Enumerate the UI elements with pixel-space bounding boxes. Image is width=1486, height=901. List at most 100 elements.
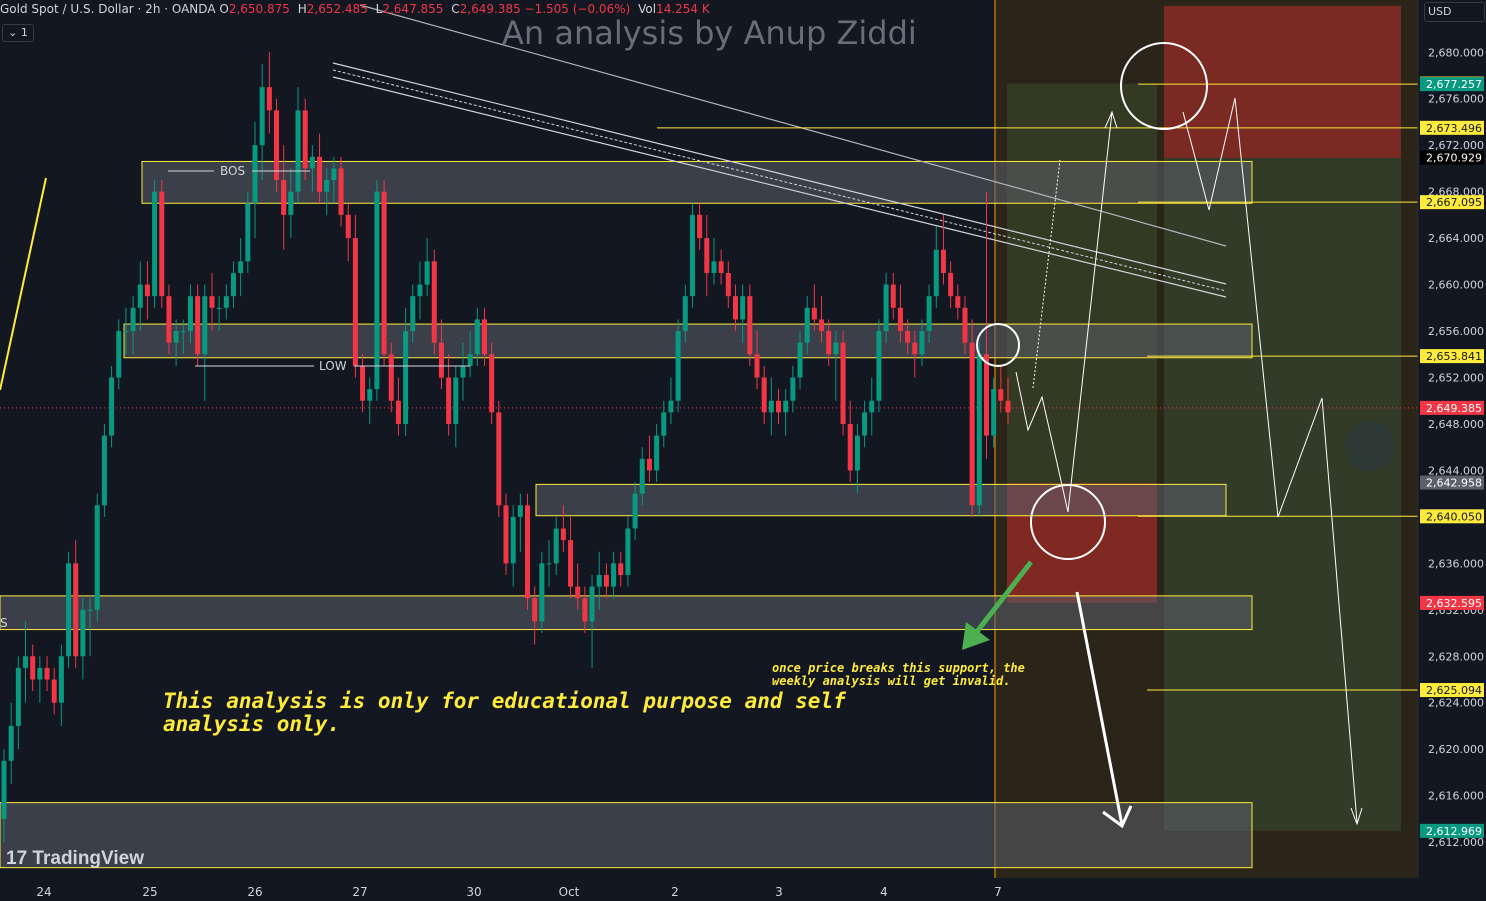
candle-body	[926, 296, 932, 332]
tv-logo-icon: 17	[6, 848, 33, 869]
candle-body	[388, 354, 394, 401]
symbol-header: Gold Spot / U.S. Dollar · 2h · OANDA O2,…	[0, 2, 714, 18]
price-tag-label: 2,670.929	[1426, 152, 1482, 165]
candle-body	[180, 331, 186, 333]
candle-body	[826, 331, 832, 355]
candle-body	[797, 342, 803, 378]
price-tag-bg	[1420, 349, 1484, 364]
price-tick-label: 2,612.000	[1428, 836, 1484, 849]
candle-body	[532, 598, 538, 622]
candle-body	[582, 598, 588, 622]
candle-body	[804, 307, 810, 343]
price-tick-label: 2,644.000	[1428, 464, 1484, 477]
candle-body	[94, 505, 100, 610]
candle-body	[768, 400, 774, 413]
watermark-text: An analysis by Anup Ziddi	[502, 14, 917, 52]
candle-body	[682, 296, 688, 332]
candle-body	[467, 354, 473, 366]
price-tag-label: 2,667.095	[1426, 196, 1482, 209]
candle-body	[725, 272, 731, 297]
candle-body	[955, 296, 961, 308]
symbol-title[interactable]: Gold Spot / U.S. Dollar · 2h · OANDA	[0, 2, 216, 16]
candle-body	[195, 296, 201, 355]
candle-body	[324, 180, 330, 192]
candle-body	[281, 180, 287, 215]
low-label: LOW	[319, 359, 347, 373]
candle-body	[223, 296, 229, 308]
candle-body	[603, 574, 609, 587]
price-tag-label: 2,673.496	[1426, 122, 1482, 135]
candle-body	[266, 87, 272, 111]
candle-body	[245, 203, 251, 262]
price-tick-label: 2,680.000	[1428, 46, 1484, 59]
candle-body	[854, 435, 860, 471]
candle-body	[740, 296, 746, 320]
candle-body	[919, 331, 925, 355]
candle-body	[862, 412, 868, 436]
collapse-indicators-button[interactable]: ⌄ 1	[2, 24, 34, 42]
price-tick-label: 2,648.000	[1428, 418, 1484, 431]
time-tick-label: 30	[466, 885, 481, 899]
candle-body	[44, 667, 50, 680]
indicator-count: 1	[20, 26, 28, 39]
price-tag-bg	[1420, 595, 1484, 610]
price-tag-bg	[1420, 195, 1484, 210]
open-value: 2,650.875	[228, 2, 290, 16]
candle-body	[259, 87, 265, 146]
time-tick-label: 3	[775, 885, 783, 899]
price-tag-label: 2,649.385	[1426, 402, 1482, 415]
currency-button[interactable]: USD	[1424, 2, 1485, 22]
candle-body	[309, 156, 315, 169]
time-tick-label: 27	[352, 885, 367, 899]
bottom-zone	[0, 802, 1253, 869]
candle-body	[152, 191, 158, 297]
price-tag-bg	[1420, 823, 1484, 838]
candle-body	[833, 342, 839, 355]
mid-support-zone	[535, 483, 1227, 517]
time-tick-label: 7	[994, 885, 1002, 899]
candle-body	[754, 354, 760, 378]
close-label: C	[451, 2, 460, 16]
price-tag-bg	[1420, 150, 1484, 165]
close-value: 2,649.385 −1.505 (−0.06%)	[459, 2, 631, 16]
candle-body	[352, 238, 358, 366]
candle-body	[474, 319, 480, 355]
candle-body	[646, 458, 652, 471]
candle-body	[761, 377, 767, 413]
candle-body	[575, 586, 581, 599]
candle-body	[883, 284, 889, 332]
candle-body	[790, 377, 796, 401]
candle-body	[15, 667, 21, 726]
candle-body	[137, 284, 143, 308]
candle-body	[546, 563, 552, 565]
tradingview-logo[interactable]: 17 TradingView	[6, 848, 144, 870]
candle-body	[274, 110, 280, 181]
candle-body	[73, 563, 79, 657]
candle-body	[130, 307, 136, 332]
candle-body	[747, 296, 753, 355]
candle-body	[912, 342, 918, 355]
candle-body	[345, 214, 351, 239]
time-tick-label: 26	[247, 885, 262, 899]
price-tag-label: 2,640.050	[1426, 510, 1482, 523]
price-tag-bg	[1420, 400, 1484, 415]
ascending-trendline	[0, 177, 47, 391]
candle-body	[331, 168, 337, 181]
candle-body	[460, 365, 466, 378]
candle-body	[202, 296, 208, 355]
candle-body	[374, 191, 380, 390]
candle-body	[80, 609, 86, 657]
candle-body	[424, 261, 430, 285]
candle-body	[417, 284, 423, 297]
candle-body	[367, 389, 373, 401]
price-tag-label: 2,677.257	[1426, 78, 1482, 91]
candle-body	[438, 342, 444, 378]
green-arrow-shaft	[970, 560, 1033, 640]
candle-body	[675, 331, 681, 401]
candle-body	[381, 191, 387, 355]
target-circle	[1120, 42, 1208, 130]
candle-body	[238, 261, 244, 273]
price-tick-label: 2,656.000	[1428, 325, 1484, 338]
